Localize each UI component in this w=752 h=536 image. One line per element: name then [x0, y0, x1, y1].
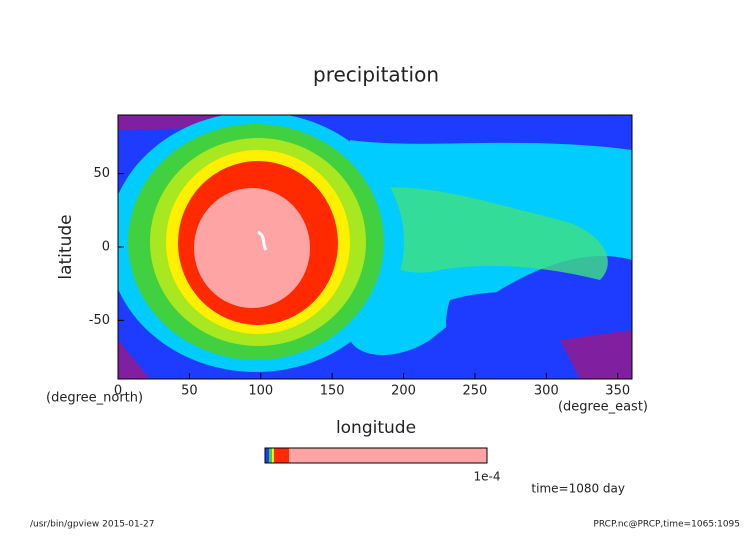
axes: 0 50 100 150 200 250 300 350 -50 0 50 — [89, 166, 630, 398]
x-tick-label: 50 — [181, 384, 198, 399]
x-unit: (degree_east) — [558, 400, 648, 415]
x-tick-label: 150 — [320, 384, 345, 399]
chart-title: precipitation — [313, 63, 439, 87]
x-tick-label: 350 — [605, 384, 630, 399]
y-tick-label: 0 — [102, 240, 110, 255]
y-tick-label: 50 — [93, 166, 110, 181]
footer-right: PRCP.nc@PRCP,time=1065:1095 — [593, 520, 740, 530]
y-axis-label: latitude — [56, 214, 76, 279]
y-tick-label: -50 — [89, 313, 110, 328]
x-axis-label: longitude — [336, 418, 416, 438]
colorbar-label: 1e-4 — [474, 470, 501, 484]
x-tick-label: 250 — [463, 384, 488, 399]
annotation: time=1080 day — [531, 482, 625, 496]
x-tick-label: 100 — [248, 384, 273, 399]
colorbar — [264, 447, 488, 464]
y-unit: (degree_north) — [46, 391, 143, 406]
contour-field — [118, 115, 632, 379]
x-tick-label: 300 — [534, 384, 559, 399]
footer-left: /usr/bin/gpview 2015-01-27 — [30, 520, 154, 530]
x-tick-label: 200 — [391, 384, 416, 399]
x-tick-label: 0 — [114, 384, 122, 399]
